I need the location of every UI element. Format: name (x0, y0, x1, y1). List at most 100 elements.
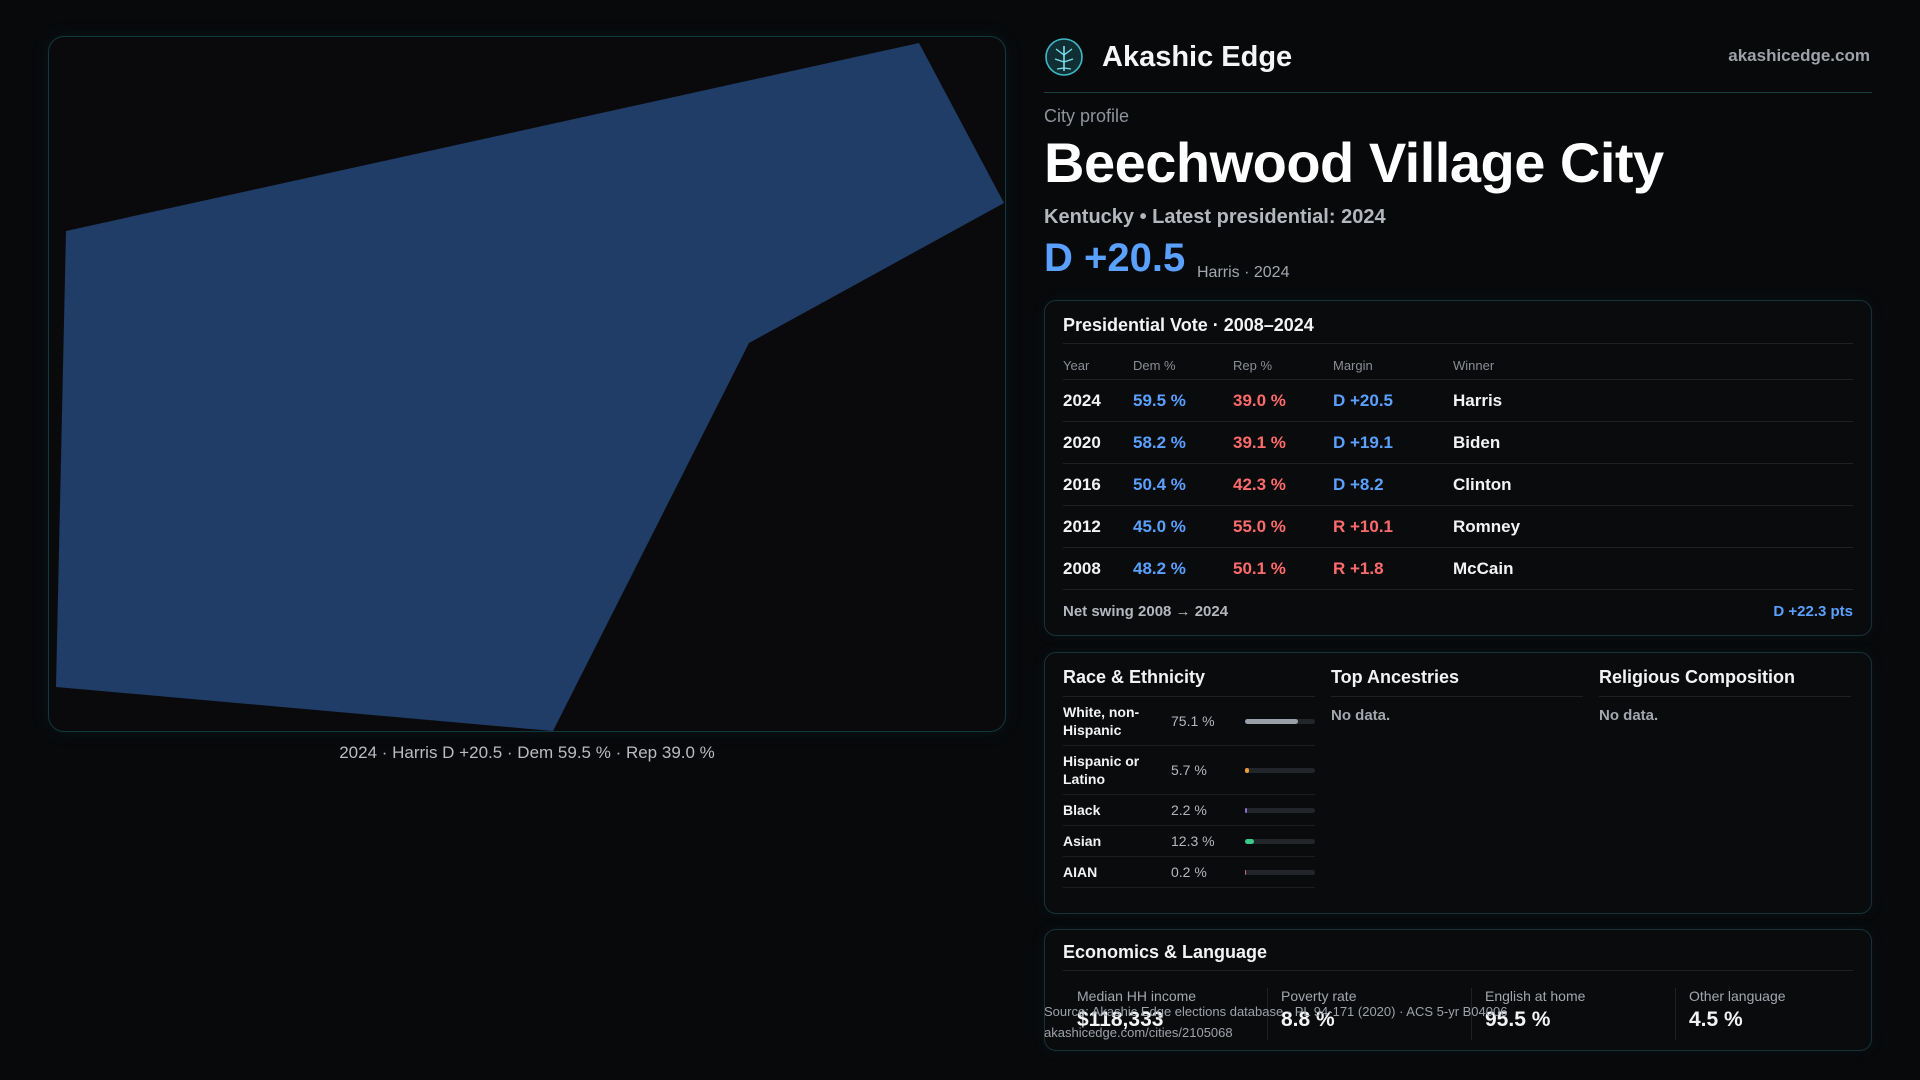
race-bar-fill (1245, 869, 1247, 875)
card-divider (1063, 970, 1853, 971)
stat-label: Poverty rate (1281, 988, 1357, 1004)
stat-value: 95.5 % (1485, 1008, 1551, 1031)
table-row: 2016 50.4 % 42.3 % D +8.2 Clinton (1063, 463, 1853, 506)
page-title: Beechwood Village City (1044, 131, 1664, 194)
brand-url-link[interactable]: akashicedge.com (1728, 46, 1870, 65)
winner-cell: Romney (1453, 505, 1853, 548)
economics-language-card: Economics & Language Median HH income $1… (1044, 929, 1872, 1051)
presidential-vote-card: Presidential Vote · 2008–2024 Year Dem %… (1044, 300, 1872, 636)
religion-empty-text: No data. (1599, 707, 1659, 724)
race-bar-fill (1245, 718, 1298, 724)
table-row: 2008 48.2 % 50.1 % R +1.8 McCain (1063, 547, 1853, 590)
race-ethnicity-section: Race & Ethnicity White, non-Hispanic 75.1… (1063, 667, 1315, 888)
dem-pct-cell: 58.2 % (1133, 421, 1233, 464)
winner-cell: Harris (1453, 379, 1853, 422)
stat-divider (1471, 988, 1472, 1040)
page-url-link[interactable]: akashicedge.com/cities/2105068 (1044, 1025, 1233, 1040)
stat-value: 4.5 % (1689, 1008, 1743, 1031)
stat-divider (1267, 988, 1268, 1040)
race-name: Black (1063, 802, 1101, 818)
race-bar-track (1245, 718, 1315, 724)
race-name: Asian (1063, 833, 1102, 849)
card-divider (1063, 343, 1853, 344)
header-divider (1044, 92, 1872, 93)
year-cell: 2020 (1063, 421, 1133, 464)
margin-cell: R +10.1 (1333, 505, 1453, 548)
race-bar-fill (1245, 838, 1254, 844)
race-row: AIAN 0.2 % (1063, 857, 1315, 888)
year-cell: 2008 (1063, 547, 1133, 590)
religious-composition-title: Religious Composition (1599, 667, 1851, 697)
city-boundary-map[interactable] (48, 36, 1006, 732)
atom-tree-logo-icon (1045, 38, 1083, 76)
economics-title: Economics & Language (1063, 942, 1268, 962)
top-ancestries-title: Top Ancestries (1331, 667, 1583, 697)
column-header-margin: Margin (1333, 351, 1453, 380)
stat-label: Other language (1689, 988, 1786, 1004)
margin-cell: D +8.2 (1333, 463, 1453, 506)
margin-cell: D +19.1 (1333, 421, 1453, 464)
presidential-vote-table: Year Dem % Rep % Margin Winner 2024 59.5 … (1063, 351, 1853, 590)
race-bar-track (1245, 807, 1315, 813)
table-row: 2024 59.5 % 39.0 % D +20.5 Harris (1063, 379, 1853, 422)
dem-pct-cell: 59.5 % (1133, 379, 1233, 422)
stat-median-income: Median HH income $118,333 (1077, 988, 1267, 1032)
race-percent: 5.7 % (1171, 762, 1207, 778)
column-header-rep: Rep % (1233, 351, 1333, 380)
year-cell: 2012 (1063, 505, 1133, 548)
race-row: White, non-Hispanic 75.1 % (1063, 697, 1315, 746)
race-name: Hispanic or Latino (1063, 753, 1140, 787)
table-row: 2020 58.2 % 39.1 % D +19.1 Biden (1063, 421, 1853, 464)
dem-pct-cell: 45.0 % (1133, 505, 1233, 548)
race-bar-fill (1245, 767, 1249, 773)
map-svg (56, 43, 1004, 731)
race-name: White, non-Hispanic (1063, 704, 1140, 738)
brand[interactable]: Akashic Edge (1044, 36, 1292, 78)
column-header-winner: Winner (1453, 351, 1853, 380)
presidential-vote-title: Presidential Vote · 2008–2024 (1063, 315, 1314, 335)
race-row: Hispanic or Latino 5.7 % (1063, 746, 1315, 795)
winner-cell: McCain (1453, 547, 1853, 590)
dem-pct-cell: 48.2 % (1133, 547, 1233, 590)
stat-english-at-home: English at home 95.5 % (1485, 988, 1675, 1032)
winner-cell: Biden (1453, 421, 1853, 464)
stat-poverty-rate: Poverty rate 8.8 % (1281, 988, 1471, 1032)
map-caption: 2024 · Harris D +20.5 · Dem 59.5 % · Rep… (339, 743, 715, 762)
stat-label: English at home (1485, 988, 1586, 1004)
race-percent: 12.3 % (1171, 833, 1215, 849)
rep-pct-cell: 39.0 % (1233, 379, 1333, 422)
brand-name: Akashic Edge (1102, 40, 1293, 73)
year-cell: 2024 (1063, 379, 1133, 422)
race-bar-fill (1245, 807, 1247, 813)
stat-label: Median HH income (1077, 988, 1197, 1004)
table-header-row: Year Dem % Rep % Margin Winner (1063, 351, 1853, 380)
stat-divider (1675, 988, 1676, 1040)
race-percent: 2.2 % (1171, 802, 1207, 818)
race-percent: 0.2 % (1171, 864, 1207, 880)
profile-subtitle: Kentucky • Latest presidential: 2024 (1044, 206, 1386, 228)
year-cell: 2016 (1063, 463, 1133, 506)
net-swing-label: Net swing 2008 → 2024 (1063, 603, 1229, 620)
rep-pct-cell: 39.1 % (1233, 421, 1333, 464)
profile-eyebrow: City profile (1044, 106, 1130, 126)
city-boundary-polygon[interactable] (56, 43, 1004, 731)
headline-margin: D +20.5 (1044, 236, 1186, 280)
race-ethnicity-title: Race & Ethnicity (1063, 667, 1315, 697)
race-row: Asian 12.3 % (1063, 826, 1315, 857)
winner-cell: Clinton (1453, 463, 1853, 506)
race-bar-track (1245, 767, 1315, 773)
race-list: White, non-Hispanic 75.1 % Hispanic or Lat… (1063, 697, 1315, 888)
religious-composition-section: Religious Composition No data. (1599, 667, 1851, 724)
table-row: 2012 45.0 % 55.0 % R +10.1 Romney (1063, 505, 1853, 548)
dem-pct-cell: 50.4 % (1133, 463, 1233, 506)
stat-other-language: Other language 4.5 % (1689, 988, 1879, 1032)
top-ancestries-section: Top Ancestries No data. (1331, 667, 1583, 724)
rep-pct-cell: 50.1 % (1233, 547, 1333, 590)
rep-pct-cell: 42.3 % (1233, 463, 1333, 506)
ancestries-empty-text: No data. (1331, 707, 1391, 724)
source-citation: Source: Akashic Edge elections database … (1044, 1004, 1508, 1019)
stat-value: $118,333 (1077, 1008, 1164, 1031)
headline-margin-note: Harris · 2024 (1197, 264, 1290, 281)
rep-pct-cell: 55.0 % (1233, 505, 1333, 548)
margin-cell: D +20.5 (1333, 379, 1453, 422)
